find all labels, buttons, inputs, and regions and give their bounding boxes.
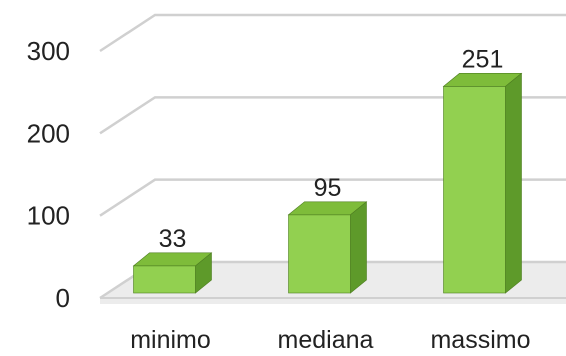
data-label: 95 [314, 174, 342, 202]
category-label: massimo [430, 326, 530, 354]
y-tick-label: 100 [27, 201, 70, 231]
y-tick-label: 300 [27, 36, 70, 66]
bar [287, 201, 368, 294]
category-label: mediana [278, 326, 374, 354]
gridline [99, 13, 566, 53]
gridline [99, 178, 566, 217]
data-label: 251 [462, 45, 504, 73]
data-labels: 33 95 251 [159, 45, 504, 252]
bar [442, 72, 523, 294]
gridline [99, 96, 566, 135]
y-axis-ticks: 0 100 200 300 [27, 36, 70, 313]
bar-side [195, 252, 212, 294]
bar-side [350, 201, 367, 294]
data-label: 33 [159, 225, 187, 253]
bar-front [133, 265, 196, 294]
category-labels: minimo mediana massimo [130, 326, 530, 354]
bar [132, 252, 213, 294]
bars [132, 72, 523, 294]
bar-front [443, 86, 506, 294]
bar-front [288, 214, 351, 294]
bar-side [505, 72, 522, 294]
y-tick-label: 0 [56, 283, 70, 313]
y-tick-label: 200 [27, 118, 70, 148]
category-label: minimo [130, 326, 211, 354]
